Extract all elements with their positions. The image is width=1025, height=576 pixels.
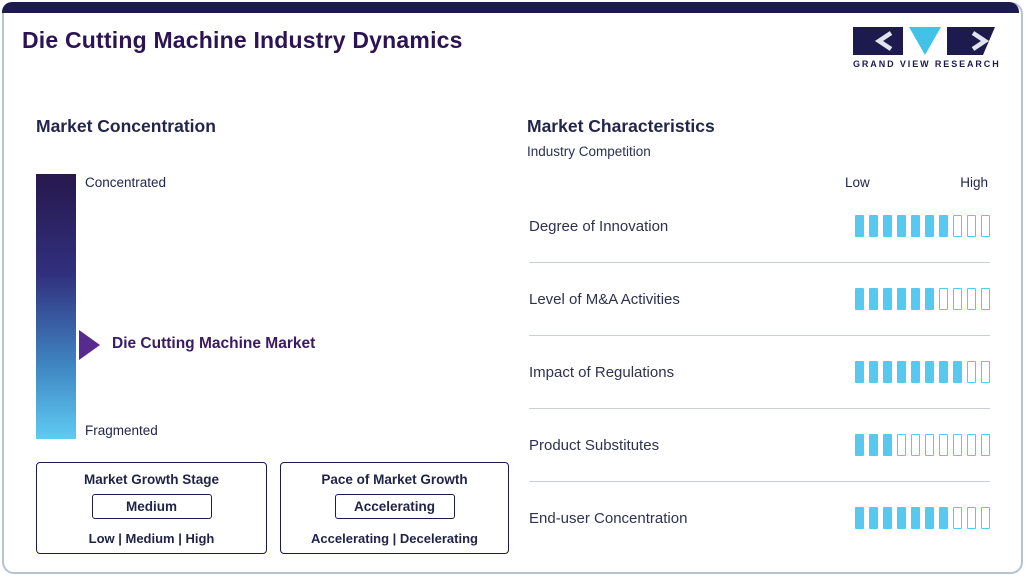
industry-competition-subheading: Industry Competition — [527, 144, 651, 159]
market-concentration-heading: Market Concentration — [36, 116, 216, 136]
market-growth-stage-title: Market Growth Stage — [83, 472, 220, 487]
rating-bar-filled — [869, 215, 878, 237]
rating-bar-empty — [967, 434, 976, 456]
market-growth-stage-value: Medium — [91, 494, 212, 519]
scale-low-label: Low — [845, 175, 870, 190]
rating-bar-filled — [911, 507, 920, 529]
row-label-impact-of-regulations: Impact of Regulations — [529, 363, 675, 381]
rating-bar-filled — [869, 434, 878, 456]
row-label-product-substitutes: Product Substitutes — [529, 436, 660, 454]
rating-bar-empty — [981, 434, 990, 456]
rating-bar-filled — [883, 361, 892, 383]
rating-bar-filled — [855, 434, 864, 456]
table-row: Degree of Innovation — [529, 190, 990, 263]
rating-bar-filled — [869, 288, 878, 310]
table-row: End-user Concentration — [529, 482, 990, 554]
pace-of-market-growth-options: Accelerating | Decelerating — [311, 531, 478, 546]
rating-bar-empty — [967, 507, 976, 529]
rating-bar-filled — [925, 288, 934, 310]
pace-of-market-growth-title: Pace of Market Growth — [321, 472, 468, 487]
scale-high-label: High — [960, 175, 988, 190]
rating-bar-filled — [939, 507, 948, 529]
rating-bars-ma-activities — [855, 288, 990, 310]
rating-bar-filled — [925, 361, 934, 383]
characteristics-table: Degree of Innovation Level of M&A Activi… — [529, 190, 990, 554]
rating-bar-empty — [953, 507, 962, 529]
market-position-pointer-icon — [79, 330, 100, 360]
rating-bar-empty — [953, 434, 962, 456]
rating-bar-filled — [897, 507, 906, 529]
table-row: Impact of Regulations — [529, 336, 990, 409]
rating-bar-filled — [911, 215, 920, 237]
rating-bar-filled — [855, 288, 864, 310]
page-title: Die Cutting Machine Industry Dynamics — [22, 27, 463, 53]
rating-bar-empty — [953, 215, 962, 237]
card-top-accent-bar — [2, 2, 1019, 13]
rating-bar-empty — [981, 288, 990, 310]
rating-bar-empty — [925, 434, 934, 456]
market-growth-stage-box: Market Growth Stage Medium Low | Medium … — [36, 462, 267, 554]
rating-bar-empty — [911, 434, 920, 456]
rating-bar-filled — [883, 215, 892, 237]
row-label-ma-activities: Level of M&A Activities — [529, 290, 680, 308]
market-position-label: Die Cutting Machine Market — [112, 335, 316, 352]
rating-bar-filled — [883, 507, 892, 529]
rating-bar-filled — [897, 288, 906, 310]
rating-bar-filled — [897, 361, 906, 383]
rating-bar-filled — [911, 288, 920, 310]
rating-bar-filled — [897, 215, 906, 237]
rating-bar-filled — [925, 215, 934, 237]
rating-bar-filled — [939, 361, 948, 383]
brand-logo: GRAND VIEW RESEARCH — [853, 26, 1001, 69]
rating-bar-empty — [967, 361, 976, 383]
brand-logo-icon — [853, 27, 995, 55]
rating-bar-empty — [897, 434, 906, 456]
market-characteristics-heading: Market Characteristics — [527, 116, 715, 136]
concentrated-label: Concentrated — [85, 175, 167, 190]
rating-bar-filled — [911, 361, 920, 383]
pace-of-market-growth-box: Pace of Market Growth Accelerating Accel… — [280, 462, 509, 554]
concentration-gradient-bar — [36, 174, 76, 439]
rating-bar-filled — [869, 507, 878, 529]
rating-bar-empty — [939, 434, 948, 456]
rating-bar-empty — [981, 361, 990, 383]
rating-bars-end-user-concentration — [855, 507, 990, 529]
rating-bar-empty — [953, 288, 962, 310]
rating-bar-filled — [883, 288, 892, 310]
rating-bar-empty — [939, 288, 948, 310]
rating-bar-filled — [939, 215, 948, 237]
rating-bar-filled — [855, 361, 864, 383]
table-row: Product Substitutes — [529, 409, 990, 482]
rating-bar-filled — [883, 434, 892, 456]
row-label-end-user-concentration: End-user Concentration — [529, 509, 688, 527]
table-row: Level of M&A Activities — [529, 263, 990, 336]
rating-bars-degree-of-innovation — [855, 215, 990, 237]
row-label-degree-of-innovation: Degree of Innovation — [529, 217, 669, 235]
fragmented-label: Fragmented — [85, 423, 158, 438]
rating-bar-filled — [855, 507, 864, 529]
rating-bar-filled — [925, 507, 934, 529]
low-high-scale: Low High — [845, 175, 988, 190]
rating-bar-filled — [869, 361, 878, 383]
rating-bar-empty — [967, 215, 976, 237]
market-growth-stage-options: Low | Medium | High — [88, 531, 215, 546]
rating-bar-empty — [967, 288, 976, 310]
rating-bar-filled — [953, 361, 962, 383]
rating-bars-impact-of-regulations — [855, 361, 990, 383]
pace-of-market-growth-value: Accelerating — [334, 494, 455, 519]
brand-logo-text: GRAND VIEW RESEARCH — [853, 59, 1001, 69]
rating-bar-filled — [855, 215, 864, 237]
rating-bar-empty — [981, 507, 990, 529]
rating-bar-empty — [981, 215, 990, 237]
rating-bars-product-substitutes — [855, 434, 990, 456]
